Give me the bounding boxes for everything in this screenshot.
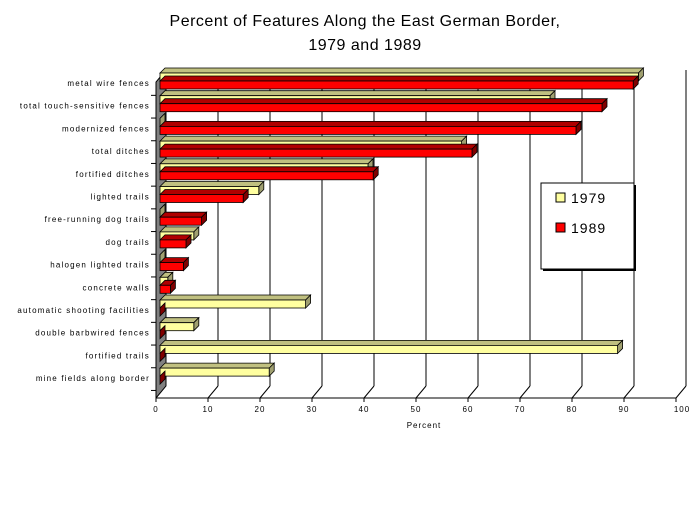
category-label: automatic shooting facilities <box>17 306 150 315</box>
bar-top <box>159 317 200 324</box>
bar-top <box>159 189 250 195</box>
bar-top <box>159 143 478 150</box>
bar-face <box>159 262 184 272</box>
bar-top <box>159 75 640 82</box>
category-label: concrete walls <box>83 283 151 292</box>
bar-face <box>159 148 473 158</box>
gridline-floor <box>311 385 323 399</box>
bar-1979 <box>159 294 312 309</box>
bar-1979 <box>159 316 200 332</box>
legend-swatch-1989 <box>555 222 566 233</box>
bar-top <box>159 158 374 165</box>
category-label: dog trails <box>106 238 150 247</box>
bar-top <box>159 98 608 105</box>
x-tick-label: 30 <box>307 405 318 414</box>
x-tick-label: 70 <box>515 405 526 414</box>
x-tick-label: 100 <box>674 405 690 414</box>
bar-top <box>159 294 312 301</box>
x-tick-label: 20 <box>255 405 266 414</box>
bar-top <box>159 339 624 346</box>
bar-top <box>159 211 208 218</box>
x-tick-label: 40 <box>359 405 370 414</box>
chart-title-line-2: 1979 and 1989 <box>308 37 422 54</box>
bar-face <box>159 239 187 249</box>
bar-side <box>159 370 166 386</box>
bar-1989 <box>159 165 380 181</box>
category-label: halogen lighted trails <box>50 261 150 270</box>
gridline-floor <box>363 385 375 399</box>
gridline-floor <box>415 385 427 399</box>
bar-1989 <box>159 324 166 340</box>
bar-face <box>159 194 244 203</box>
gridline-floor <box>571 385 583 399</box>
bar-face <box>159 367 270 377</box>
bar-1979 <box>159 362 276 378</box>
category-label: mine fields along border <box>36 374 150 383</box>
bar-face <box>159 322 195 332</box>
chart-title-line-1: Percent of Features Along the East Germa… <box>169 13 561 30</box>
bar-1989 <box>159 211 208 227</box>
category-label: free-running dog trails <box>45 215 150 224</box>
bar-top <box>159 226 200 233</box>
bar-face <box>159 344 619 354</box>
bar-face <box>159 126 577 135</box>
x-tick-label: 50 <box>411 405 422 414</box>
bar-side <box>159 302 166 317</box>
category-label: lighted trails <box>91 193 151 202</box>
gridline-floor <box>519 385 531 399</box>
bar-side <box>159 347 166 363</box>
gridline-floor <box>259 385 271 399</box>
bar-1989 <box>159 233 192 249</box>
bar-top <box>159 67 645 74</box>
legend-label: 1989 <box>571 220 606 236</box>
bar-1989 <box>159 370 166 386</box>
bar-1989 <box>159 347 166 363</box>
category-label: double barbwired fences <box>35 329 150 338</box>
bar-1989 <box>159 279 177 295</box>
bar-face <box>159 171 374 181</box>
gridline-floor <box>675 385 687 399</box>
x-tick-label: 10 <box>203 405 214 414</box>
bar-1989 <box>159 143 478 159</box>
category-label: total ditches <box>92 147 150 156</box>
bar-1989 <box>159 97 608 113</box>
bar-face <box>159 299 307 309</box>
bar-face <box>159 80 634 90</box>
bar-top <box>159 121 582 127</box>
bar-1989 <box>159 256 190 272</box>
gridline-floor <box>467 385 479 399</box>
category-label: modernized fences <box>62 124 150 133</box>
gridline-floor <box>623 385 635 399</box>
bar-side <box>159 324 166 340</box>
legend-label: 1979 <box>571 190 606 206</box>
x-tick-label: 90 <box>619 405 630 414</box>
bar-1979 <box>159 339 624 355</box>
bar-1989 <box>159 75 640 90</box>
gridline-floor <box>207 385 219 399</box>
bar-face <box>159 216 202 226</box>
bar-top <box>159 181 265 187</box>
bar-top <box>159 135 468 142</box>
bar-1989 <box>159 120 582 136</box>
legend: 1979 1989 <box>540 182 636 271</box>
category-label: fortified trails <box>85 351 150 360</box>
bar-1989 <box>159 302 166 317</box>
bar-face <box>159 103 603 113</box>
x-tick-label: 60 <box>463 405 474 414</box>
category-label: fortified ditches <box>76 170 150 179</box>
bar-top <box>159 166 380 173</box>
bar-face <box>159 284 171 294</box>
legend-swatch-1979 <box>555 192 566 203</box>
chart-title: Percent of Features Along the East Germa… <box>0 10 700 58</box>
category-label: metal wire fences <box>67 79 150 88</box>
x-axis-label: Percent <box>407 421 442 430</box>
bar-top <box>159 90 556 97</box>
bar-top <box>159 362 276 369</box>
bar-1989 <box>159 188 250 204</box>
x-tick-label: 80 <box>567 405 578 414</box>
category-label: total touch-sensitive fences <box>20 102 150 111</box>
x-tick-label: 0 <box>153 405 158 414</box>
